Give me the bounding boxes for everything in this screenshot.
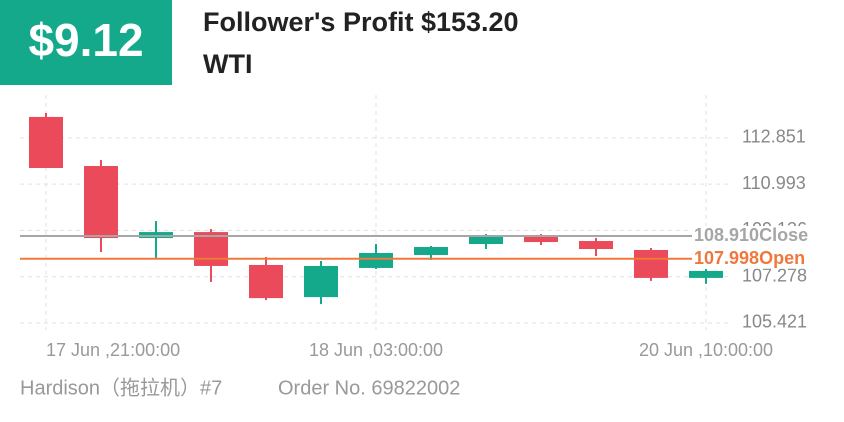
x-tick-label: 20 Jun ,10:00:00 [639, 340, 773, 360]
candle-body [469, 236, 503, 245]
reference-label-bg [692, 248, 817, 269]
order-number: Order No. 69822002 [278, 377, 460, 399]
y-tick-label: 105.421 [742, 312, 807, 332]
candle-body [689, 270, 723, 278]
candle-body [359, 252, 393, 268]
reference-label: 108.910Close [694, 225, 808, 245]
reference-value: 108.910 [694, 225, 759, 245]
symbol: WTI [203, 49, 252, 79]
candle-body [634, 250, 668, 278]
x-tick-label: 17 Jun ,21:00:00 [46, 340, 180, 360]
reference-name: Close [759, 225, 808, 245]
candle-body [84, 166, 118, 239]
amount-badge [0, 0, 172, 85]
candle-body [414, 247, 448, 255]
reference-name: Open [759, 248, 805, 268]
reference-label: 107.998Open [694, 248, 805, 268]
candle-body [579, 241, 613, 250]
trader: Hardison（拖拉机）#7 [20, 376, 222, 399]
reference-label-bg [692, 226, 817, 247]
candle-body [194, 232, 228, 266]
amount: $9.12 [28, 14, 143, 66]
y-tick-label: 112.851 [742, 127, 806, 147]
candle-body [304, 265, 338, 298]
candle-body [524, 235, 558, 243]
candle-body [249, 264, 283, 299]
y-tick-label: 107.278 [742, 265, 807, 285]
title: Follower's Profit $153.20 [203, 7, 519, 37]
x-tick-label: 18 Jun ,03:00:00 [309, 340, 443, 360]
y-tick-label: 110.993 [742, 173, 806, 193]
candle-body [29, 116, 63, 169]
reference-value: 107.998 [694, 248, 759, 268]
